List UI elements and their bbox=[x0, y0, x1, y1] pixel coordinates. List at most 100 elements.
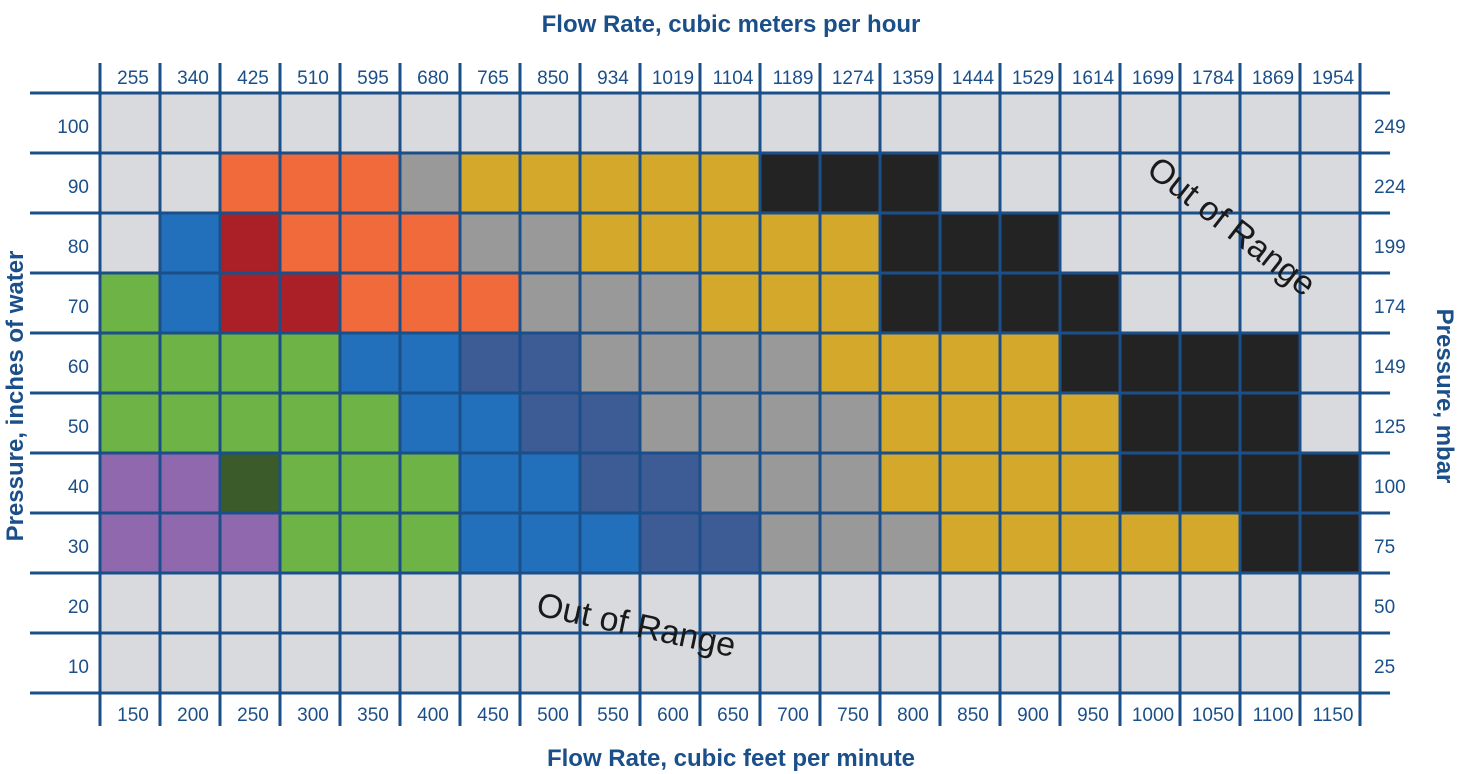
cell-r4-c4 bbox=[340, 333, 400, 393]
cell-r9-c3 bbox=[280, 633, 340, 693]
cell-r0-c4 bbox=[340, 93, 400, 153]
cell-r4-c12 bbox=[820, 333, 880, 393]
cell-r5-c3 bbox=[280, 393, 340, 453]
cell-r1-c14 bbox=[940, 153, 1000, 213]
cell-r9-c0 bbox=[100, 633, 160, 693]
cell-r3-c1 bbox=[160, 273, 220, 333]
cell-r7-c6 bbox=[460, 513, 520, 573]
cell-r7-c7 bbox=[520, 513, 580, 573]
x-bottom-tick: 950 bbox=[1077, 705, 1109, 726]
cell-r0-c1 bbox=[160, 93, 220, 153]
cell-r4-c1 bbox=[160, 333, 220, 393]
cell-r7-c0 bbox=[100, 513, 160, 573]
cell-r3-c4 bbox=[340, 273, 400, 333]
cell-r4-c5 bbox=[400, 333, 460, 393]
y-left-tick: 80 bbox=[68, 237, 89, 258]
cell-r0-c5 bbox=[400, 93, 460, 153]
cell-r4-c13 bbox=[880, 333, 940, 393]
cell-r1-c5 bbox=[400, 153, 460, 213]
x-bottom-tick: 450 bbox=[477, 705, 509, 726]
cell-r8-c12 bbox=[820, 573, 880, 633]
cell-r0-c16 bbox=[1060, 93, 1120, 153]
cell-r4-c2 bbox=[220, 333, 280, 393]
cell-r3-c17 bbox=[1120, 273, 1180, 333]
cell-r9-c20 bbox=[1300, 633, 1360, 693]
x-top-tick: 595 bbox=[357, 68, 389, 89]
y-right-tick: 174 bbox=[1374, 297, 1406, 318]
cell-r9-c15 bbox=[1000, 633, 1060, 693]
x-top-tick: 1529 bbox=[1012, 68, 1054, 89]
cell-r1-c12 bbox=[820, 153, 880, 213]
cell-r2-c6 bbox=[460, 213, 520, 273]
cell-r0-c3 bbox=[280, 93, 340, 153]
cell-r4-c10 bbox=[700, 333, 760, 393]
cell-r4-c7 bbox=[520, 333, 580, 393]
cell-r6-c4 bbox=[340, 453, 400, 513]
cell-r9-c6 bbox=[460, 633, 520, 693]
cell-r6-c6 bbox=[460, 453, 520, 513]
cell-r1-c1 bbox=[160, 153, 220, 213]
cell-r1-c11 bbox=[760, 153, 820, 213]
x-top-tick: 1104 bbox=[713, 68, 754, 89]
x-top-tick: 850 bbox=[537, 68, 569, 89]
cell-r8-c2 bbox=[220, 573, 280, 633]
x-bottom-tick: 800 bbox=[897, 705, 929, 726]
cell-r4-c14 bbox=[940, 333, 1000, 393]
cell-r0-c19 bbox=[1240, 93, 1300, 153]
cell-r9-c10 bbox=[700, 633, 760, 693]
cell-r1-c2 bbox=[220, 153, 280, 213]
grid-lines bbox=[30, 63, 1390, 726]
x-bottom-tick: 850 bbox=[957, 705, 989, 726]
cell-r3-c18 bbox=[1180, 273, 1240, 333]
x-top-tick: 425 bbox=[237, 68, 269, 89]
cell-r9-c8 bbox=[580, 633, 640, 693]
x-bottom-tick: 550 bbox=[597, 705, 629, 726]
cell-r7-c5 bbox=[400, 513, 460, 573]
y-right-tick: 125 bbox=[1374, 417, 1406, 438]
cell-r4-c18 bbox=[1180, 333, 1240, 393]
cell-r6-c17 bbox=[1120, 453, 1180, 513]
x-top-tick: 340 bbox=[177, 68, 209, 89]
x-top-tick: 765 bbox=[477, 68, 509, 89]
x-top-tick: 255 bbox=[117, 68, 149, 89]
cell-r5-c8 bbox=[580, 393, 640, 453]
cell-r0-c7 bbox=[520, 93, 580, 153]
cell-r5-c17 bbox=[1120, 393, 1180, 453]
cell-r6-c8 bbox=[580, 453, 640, 513]
y-left-axis-title: Pressure, inches of water bbox=[2, 251, 29, 542]
cell-r3-c12 bbox=[820, 273, 880, 333]
cell-r2-c11 bbox=[760, 213, 820, 273]
cell-r6-c11 bbox=[760, 453, 820, 513]
cell-r1-c7 bbox=[520, 153, 580, 213]
cell-r5-c9 bbox=[640, 393, 700, 453]
cell-r0-c2 bbox=[220, 93, 280, 153]
cell-r9-c7 bbox=[520, 633, 580, 693]
y-left-tick: 60 bbox=[68, 357, 89, 378]
cell-r3-c8 bbox=[580, 273, 640, 333]
cell-r1-c19 bbox=[1240, 153, 1300, 213]
x-bottom-tick: 1150 bbox=[1313, 705, 1354, 726]
x-top-axis-title: Flow Rate, cubic meters per hour bbox=[542, 11, 921, 38]
cell-r6-c0 bbox=[100, 453, 160, 513]
cell-r2-c8 bbox=[580, 213, 640, 273]
cell-r5-c13 bbox=[880, 393, 940, 453]
cell-r0-c15 bbox=[1000, 93, 1060, 153]
cell-r8-c18 bbox=[1180, 573, 1240, 633]
cell-r8-c17 bbox=[1120, 573, 1180, 633]
x-bottom-tick: 750 bbox=[837, 705, 869, 726]
y-right-tick: 75 bbox=[1374, 537, 1395, 558]
cell-r2-c14 bbox=[940, 213, 1000, 273]
cell-r5-c12 bbox=[820, 393, 880, 453]
cell-r7-c18 bbox=[1180, 513, 1240, 573]
cell-r0-c17 bbox=[1120, 93, 1180, 153]
cell-r8-c9 bbox=[640, 573, 700, 633]
cell-r0-c9 bbox=[640, 93, 700, 153]
cell-r2-c5 bbox=[400, 213, 460, 273]
cell-r6-c1 bbox=[160, 453, 220, 513]
x-bottom-tick: 500 bbox=[537, 705, 569, 726]
cell-r7-c12 bbox=[820, 513, 880, 573]
cell-r3-c20 bbox=[1300, 273, 1360, 333]
x-bottom-tick: 900 bbox=[1017, 705, 1049, 726]
x-top-tick: 1359 bbox=[892, 68, 934, 89]
cell-r7-c3 bbox=[280, 513, 340, 573]
